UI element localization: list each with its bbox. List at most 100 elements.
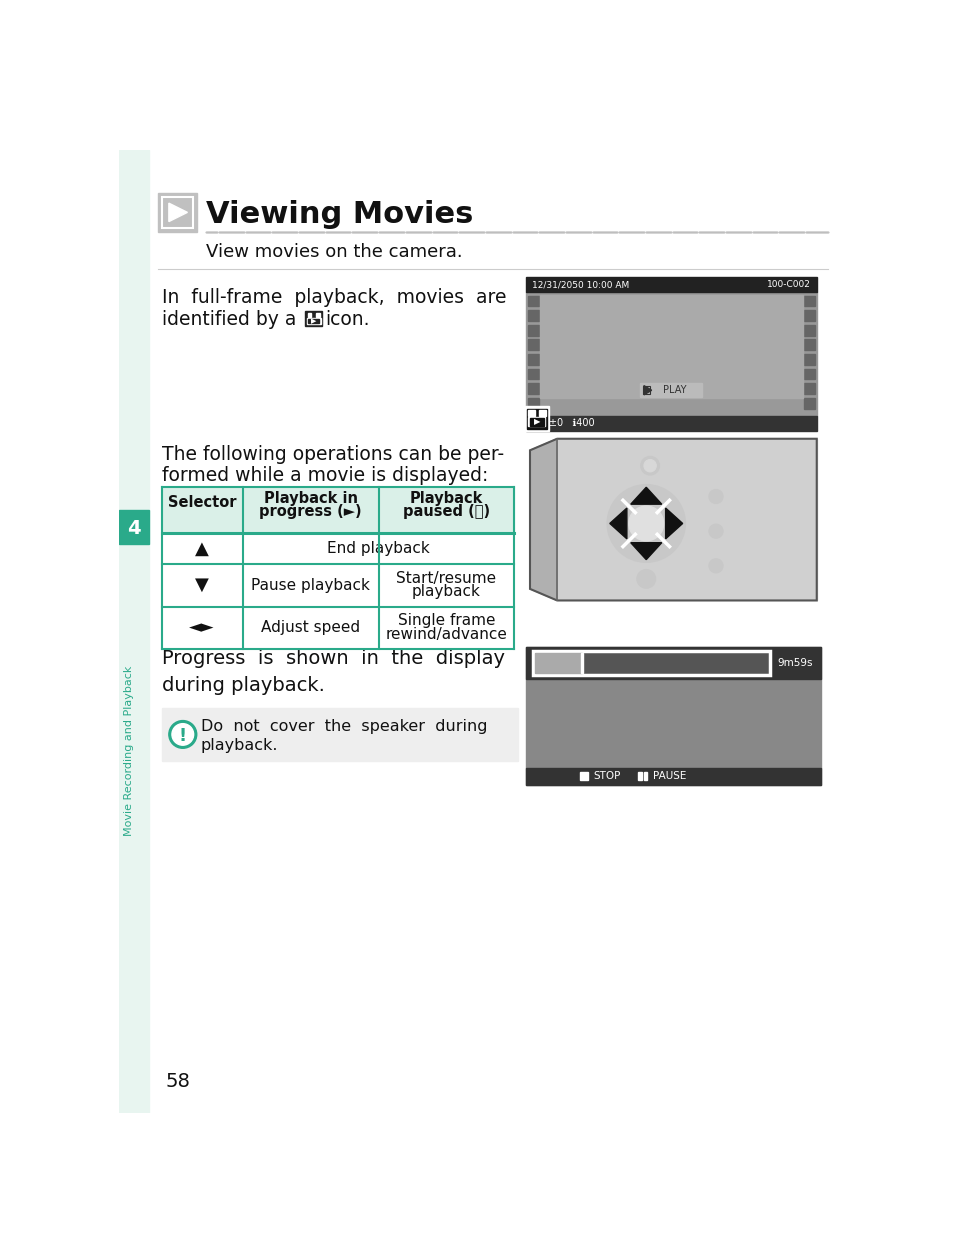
Circle shape (637, 570, 655, 589)
Bar (158, 192, 196, 231)
Bar (535, 652, 767, 672)
Text: PAUSE: PAUSE (653, 771, 686, 781)
Text: Adjust speed: Adjust speed (261, 620, 360, 635)
Bar (528, 418, 545, 426)
Polygon shape (630, 542, 661, 560)
Text: STOP: STOP (593, 771, 620, 781)
Bar (525, 769, 820, 785)
Text: ▶: ▶ (311, 318, 316, 324)
Bar (525, 646, 820, 679)
Bar (803, 325, 815, 335)
Bar (162, 198, 193, 228)
Bar (527, 398, 537, 409)
Bar (643, 772, 646, 780)
Text: 4: 4 (127, 519, 141, 539)
Bar (803, 310, 815, 321)
Text: 58: 58 (166, 1072, 191, 1091)
Bar (119, 510, 149, 544)
Circle shape (640, 456, 659, 475)
Text: Selector: Selector (168, 495, 236, 510)
Bar (525, 646, 820, 785)
Bar (526, 409, 546, 429)
Text: !: ! (178, 728, 187, 745)
Text: rewind/advance: rewind/advance (385, 626, 507, 641)
Text: during playback.: during playback. (162, 676, 324, 695)
Polygon shape (609, 508, 626, 539)
Bar (803, 295, 815, 306)
Text: Viewing Movies: Viewing Movies (206, 200, 473, 229)
Bar (638, 772, 641, 780)
Bar (527, 340, 537, 350)
Text: Single frame: Single frame (397, 612, 495, 628)
Text: End playback: End playback (327, 541, 430, 556)
Text: The following operations can be per-: The following operations can be per- (162, 445, 503, 464)
Text: Movie Recording and Playback: Movie Recording and Playback (124, 665, 133, 836)
Bar (527, 384, 537, 394)
Text: View movies on the camera.: View movies on the camera. (206, 242, 462, 261)
Text: Playback in: Playback in (263, 490, 357, 505)
Text: Progress  is  shown  in  the  display: Progress is shown in the display (162, 649, 504, 668)
Text: ▶: ▶ (533, 418, 539, 426)
Polygon shape (557, 439, 816, 600)
Bar (533, 650, 769, 675)
Text: ▼: ▼ (195, 576, 209, 594)
Circle shape (172, 724, 193, 745)
Text: Do  not  cover  the  speaker  during: Do not cover the speaker during (200, 719, 487, 734)
Text: formed while a movie is displayed:: formed while a movie is displayed: (162, 466, 488, 485)
Text: 12/31/2050 10:00 AM: 12/31/2050 10:00 AM (532, 280, 629, 289)
Text: Playback: Playback (409, 490, 482, 505)
Bar (642, 386, 649, 394)
Bar (308, 319, 319, 324)
Text: icon.: icon. (325, 310, 370, 329)
Bar (579, 772, 587, 780)
Bar (315, 314, 319, 318)
Polygon shape (643, 385, 651, 395)
Text: Start/resume: Start/resume (395, 570, 496, 585)
Polygon shape (630, 488, 661, 504)
Text: 100-C002: 100-C002 (766, 280, 810, 289)
Circle shape (607, 485, 684, 562)
Bar (538, 410, 545, 416)
Circle shape (169, 720, 196, 749)
Bar (525, 278, 816, 292)
Bar (639, 384, 701, 398)
Circle shape (643, 460, 656, 471)
Circle shape (708, 559, 722, 572)
Text: 9m59s: 9m59s (777, 658, 812, 668)
Bar (803, 398, 815, 409)
Circle shape (708, 524, 722, 538)
Bar (803, 384, 815, 394)
Bar (803, 354, 815, 365)
Polygon shape (169, 204, 187, 221)
Bar (527, 295, 537, 306)
Bar (530, 418, 543, 426)
Text: ±0   ℹ400: ±0 ℹ400 (549, 419, 595, 429)
Text: ▲: ▲ (195, 540, 209, 558)
Polygon shape (665, 508, 682, 539)
Text: playback: playback (412, 585, 480, 600)
Bar (527, 354, 537, 365)
Bar (527, 310, 537, 321)
Bar (803, 369, 815, 380)
Text: identified by a: identified by a (162, 310, 296, 329)
Bar (535, 652, 581, 672)
Bar (162, 709, 517, 760)
Circle shape (708, 490, 722, 504)
Text: playback.: playback. (200, 738, 278, 752)
Bar (527, 369, 537, 380)
Text: paused (⏸): paused (⏸) (402, 505, 489, 520)
Polygon shape (530, 439, 557, 600)
Text: PLAY: PLAY (662, 385, 686, 395)
Bar (580, 652, 583, 672)
Bar (525, 292, 816, 416)
Bar (119, 150, 149, 1112)
Text: In  full-frame  playback,  movies  are: In full-frame playback, movies are (162, 289, 506, 308)
Bar (307, 314, 311, 318)
Circle shape (628, 506, 663, 541)
Bar (525, 435, 820, 604)
Text: ◄►: ◄► (190, 619, 214, 636)
Bar (307, 318, 320, 324)
Bar (162, 488, 514, 534)
Bar (525, 416, 816, 431)
Bar (524, 406, 549, 431)
